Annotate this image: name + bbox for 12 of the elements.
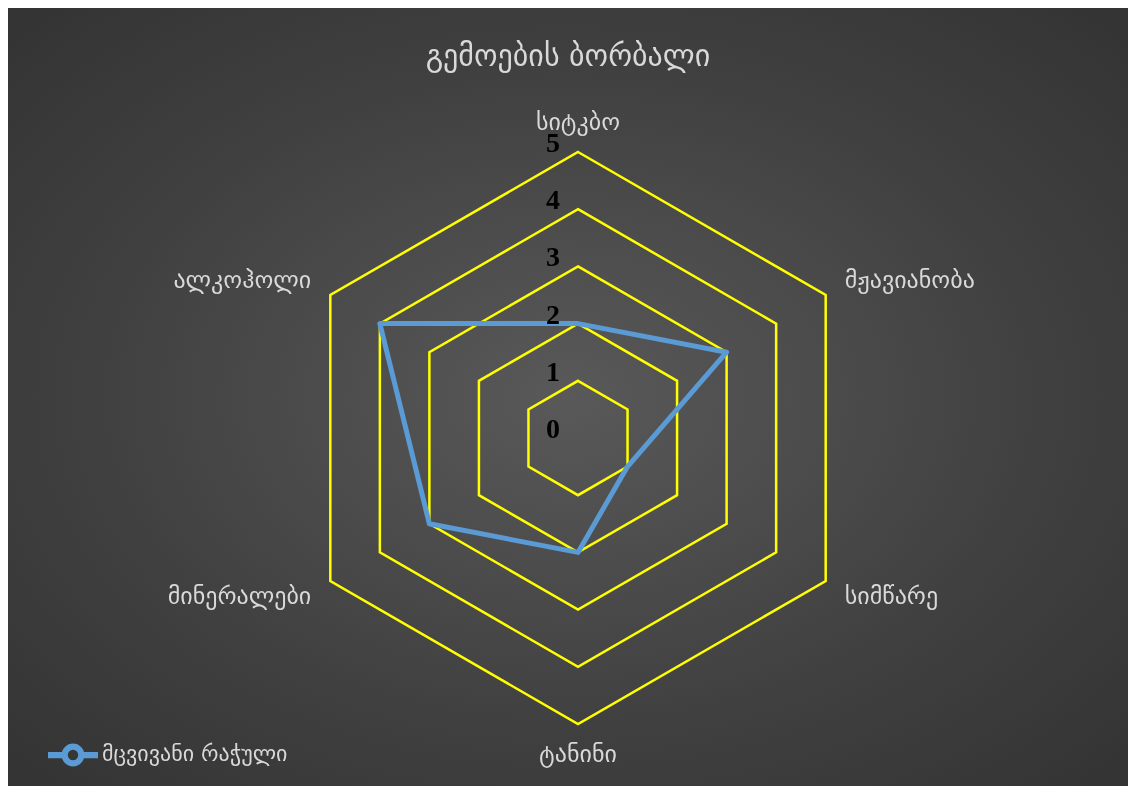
y-tick-label: 0	[546, 413, 560, 444]
y-tick-label: 4	[546, 184, 560, 216]
spoke-label: მინერალები	[167, 582, 312, 610]
spoke-label: ტანინი	[539, 740, 617, 768]
legend-label: მცვივანი რაჭული	[102, 741, 288, 766]
chart-title: გემოების ბორბალი	[424, 38, 712, 73]
y-tick-label: 1	[546, 355, 560, 387]
spoke-label: სიმწარე	[844, 582, 939, 610]
y-tick-label: 3	[546, 241, 560, 273]
spoke-label: სიტკბო	[535, 108, 621, 136]
spoke-label: ალკოჰოლი	[173, 266, 312, 294]
spoke-label: მჟავიანობა	[844, 266, 975, 294]
